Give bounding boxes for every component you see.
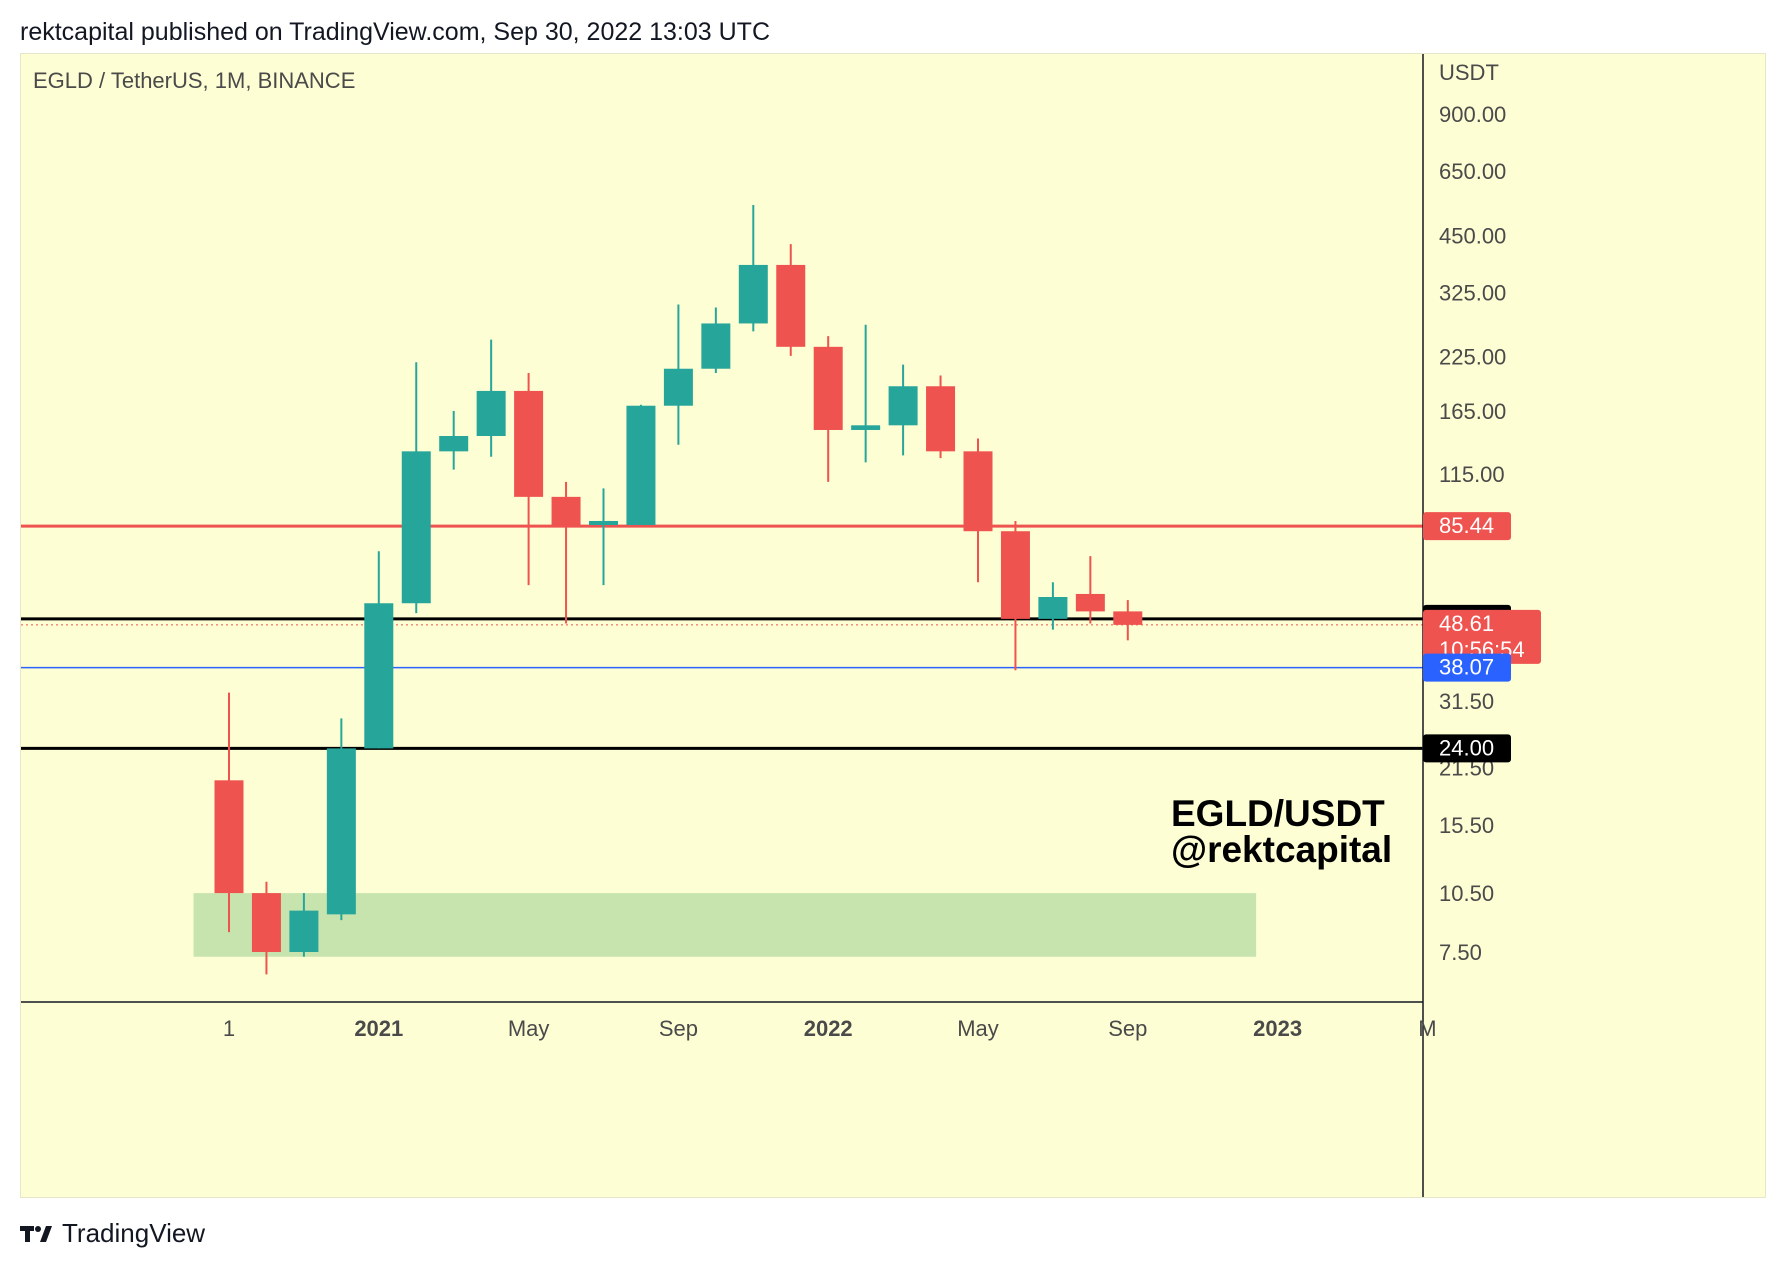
price-tick-label: 10.50	[1439, 881, 1494, 906]
price-badge-24-00[interactable]	[1423, 734, 1511, 763]
candle-body-2021-04[interactable]	[476, 390, 506, 436]
price-tick-label: 165.00	[1439, 399, 1506, 424]
price-tick-label: 900.00	[1439, 102, 1506, 127]
publisher-line: rektcapital published on TradingView.com…	[20, 18, 770, 46]
candle-body-2020-11[interactable]	[289, 910, 319, 952]
candlestick-chart[interactable]: USDT 900.00 650.00 450.00 325.00 225.00 165.00…	[21, 54, 1766, 1198]
candle-body-2022-06[interactable]	[1000, 531, 1030, 619]
candle-body-2021-08[interactable]	[626, 405, 656, 526]
chart-panel[interactable]: USDT 900.00 650.00 450.00 325.00 225.00 165.00…	[20, 53, 1766, 1198]
price-axis-unit: USDT	[1439, 60, 1499, 85]
price-badge-85-44[interactable]	[1423, 512, 1511, 541]
candle-body-2020-09[interactable]	[214, 780, 244, 894]
candle-body-2021-03[interactable]	[439, 435, 469, 452]
candle-body-2022-05[interactable]	[963, 451, 993, 532]
candle-body-2021-10[interactable]	[701, 323, 731, 369]
price-tick-label: 7.50	[1439, 940, 1482, 965]
time-tick-label: 1	[223, 1016, 235, 1041]
candle-body-2022-04[interactable]	[926, 386, 956, 452]
price-tick-label: 225.00	[1439, 345, 1506, 370]
candle-body-2022-08[interactable]	[1075, 593, 1105, 612]
time-tick-label: 2022	[804, 1016, 853, 1041]
price-badge-label: 38.07	[1439, 655, 1494, 680]
time-tick-label: May	[957, 1016, 999, 1041]
time-tick-label: Sep	[1108, 1016, 1147, 1041]
time-tick-label: Sep	[659, 1016, 698, 1041]
time-tick-label: 2021	[354, 1016, 403, 1041]
price-tick-label: 650.00	[1439, 159, 1506, 184]
candle-body-2021-01[interactable]	[364, 603, 394, 749]
support-zone	[193, 893, 1257, 957]
annotation-handle: @rektcapital	[1171, 829, 1392, 870]
candle-body-2021-11[interactable]	[738, 264, 768, 324]
tradingview-brand: TradingView	[62, 1218, 206, 1248]
price-badge-label: 48.61	[1439, 611, 1494, 636]
candle-body-2021-02[interactable]	[401, 451, 431, 604]
candle-body-2022-09[interactable]	[1113, 611, 1143, 625]
tradingview-logo-icon	[20, 1224, 54, 1244]
candle-body-2021-06[interactable]	[551, 496, 581, 526]
price-badge-38-07[interactable]	[1423, 653, 1511, 682]
candle-body-2021-05[interactable]	[514, 390, 544, 497]
candle-body-2022-02[interactable]	[851, 425, 881, 430]
candle-body-2021-12[interactable]	[776, 264, 806, 347]
time-tick-label: M	[1418, 1016, 1436, 1041]
price-tick-label: 115.00	[1439, 462, 1505, 487]
candle-body-2022-03[interactable]	[888, 386, 918, 426]
symbol-label: EGLD / TetherUS, 1M, BINANCE	[33, 68, 355, 93]
time-tick-label: May	[508, 1016, 550, 1041]
price-badge-48-61[interactable]	[1423, 609, 1541, 664]
candle-body-2021-07[interactable]	[589, 520, 618, 526]
price-tick-label: 31.50	[1439, 689, 1494, 714]
annotation-title: EGLD/USDT	[1171, 793, 1385, 834]
price-tick-label: 15.50	[1439, 813, 1494, 838]
price-badge-label: 24.00	[1439, 735, 1494, 760]
time-tick-label: 2023	[1253, 1016, 1302, 1041]
candle-body-2021-09[interactable]	[663, 368, 693, 406]
candle-body-2022-07[interactable]	[1038, 596, 1068, 619]
candle-body-2020-10[interactable]	[251, 893, 281, 952]
candle-body-2020-12[interactable]	[326, 748, 356, 915]
tradingview-footer[interactable]: TradingView	[20, 1218, 205, 1249]
price-badge-label: 85.44	[1439, 513, 1494, 538]
price-tick-label: 450.00	[1439, 223, 1506, 248]
price-tick-label: 325.00	[1439, 280, 1506, 305]
candle-body-2022-01[interactable]	[813, 346, 843, 430]
